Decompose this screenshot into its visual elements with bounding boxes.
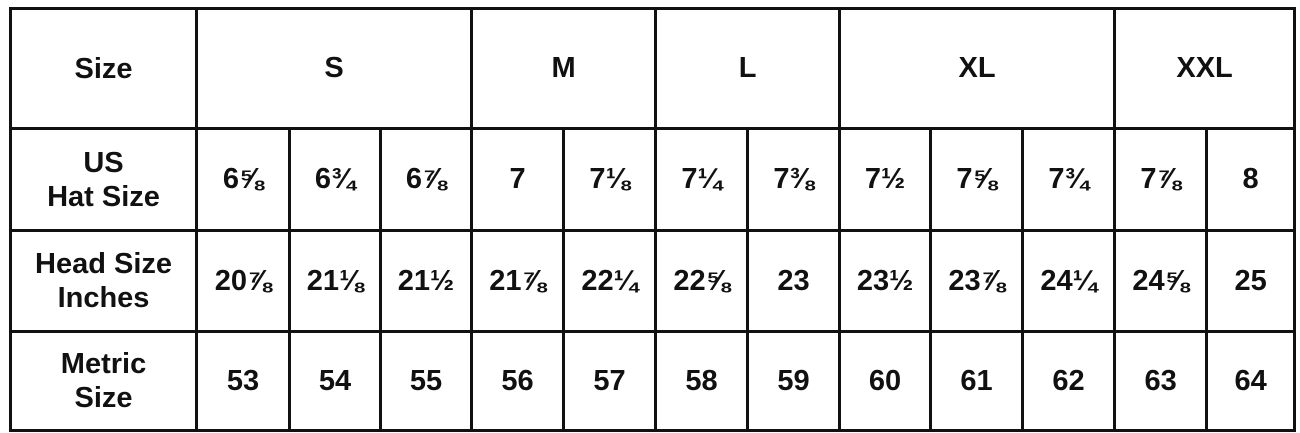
size-header: Size: [9, 7, 198, 130]
row-label-line: Head Size: [35, 248, 172, 280]
table-cell: 22¼: [562, 229, 658, 333]
table-cell: 62: [1021, 330, 1117, 432]
table-cell: 21⅞: [470, 229, 566, 333]
table-cell: 55: [378, 330, 474, 432]
table-cell: 7¼: [654, 127, 750, 232]
table-cell: 7⅛: [562, 127, 658, 232]
table-cell: 60: [838, 330, 933, 432]
row-label-line: Size: [74, 382, 133, 414]
table-cell: 23: [746, 229, 842, 333]
table-cell: 8: [1205, 127, 1297, 232]
table-cell: 7: [470, 127, 566, 232]
table-cell: 6¾: [288, 127, 382, 232]
table-cell: 24⅝: [1113, 229, 1209, 333]
table-cell: 21½: [378, 229, 474, 333]
table-cell: 53: [195, 330, 291, 432]
table-cell: 24¼: [1021, 229, 1117, 333]
table-cell: 25: [1205, 229, 1297, 333]
table-row: Head Size Inches 20⅞ 21⅛ 21½ 21⅞ 22¼ 22⅝ 23 23½ 23…: [9, 229, 1297, 333]
table-cell: 7⅞: [1113, 127, 1209, 232]
size-group-l: L: [654, 7, 842, 130]
row-label-line: Inches: [57, 282, 150, 314]
table-cell: 7⅝: [929, 127, 1025, 232]
table-row: US Hat Size 6⅝ 6¾ 6⅞ 7 7⅛ 7¼ 7⅜ 7½ 7⅝ 7¾ 7⅞ 8: [9, 127, 1297, 232]
table-cell: 54: [288, 330, 382, 432]
row-label-line: US: [83, 146, 124, 179]
table-cell: 56: [470, 330, 566, 432]
table-cell: 63: [1113, 330, 1209, 432]
size-group-m: M: [470, 7, 658, 130]
row-label: Metric Size: [9, 330, 198, 432]
row-label: Head Size Inches: [9, 229, 198, 333]
row-label-line: Hat Size: [47, 180, 160, 213]
size-group-xxl: XXL: [1113, 7, 1297, 130]
table-cell: 58: [654, 330, 750, 432]
row-label-line: Metric: [60, 348, 147, 380]
table-cell: 7½: [838, 127, 933, 232]
table-row: Metric Size 53 54 55 56 57 58 59 60 61 62 63 64: [9, 330, 1297, 432]
table-cell: 64: [1205, 330, 1297, 432]
header-row: Size S M L XL XXL: [9, 7, 1297, 130]
row-label: US Hat Size: [9, 127, 198, 232]
table-cell: 7⅜: [746, 127, 842, 232]
table-cell: 6⅞: [378, 127, 474, 232]
table-cell: 6⅝: [195, 127, 291, 232]
table-cell: 59: [746, 330, 842, 432]
size-group-s: S: [194, 7, 474, 130]
table-cell: 20⅞: [195, 229, 291, 333]
size-group-xl: XL: [838, 7, 1117, 130]
table-cell: 22⅝: [654, 229, 750, 333]
table-cell: 23⅞: [929, 229, 1025, 333]
table-cell: 7¾: [1021, 127, 1117, 232]
table-cell: 61: [929, 330, 1025, 432]
table-cell: 21⅛: [288, 229, 382, 333]
table-cell: 57: [562, 330, 658, 432]
table-cell: 23½: [838, 229, 933, 333]
hat-size-chart: Size S M L XL XXL US Hat Size 6⅝ 6¾ 6⅞ 7 7⅛ 7¼ 7⅜ 7½ 7…: [9, 7, 1297, 432]
